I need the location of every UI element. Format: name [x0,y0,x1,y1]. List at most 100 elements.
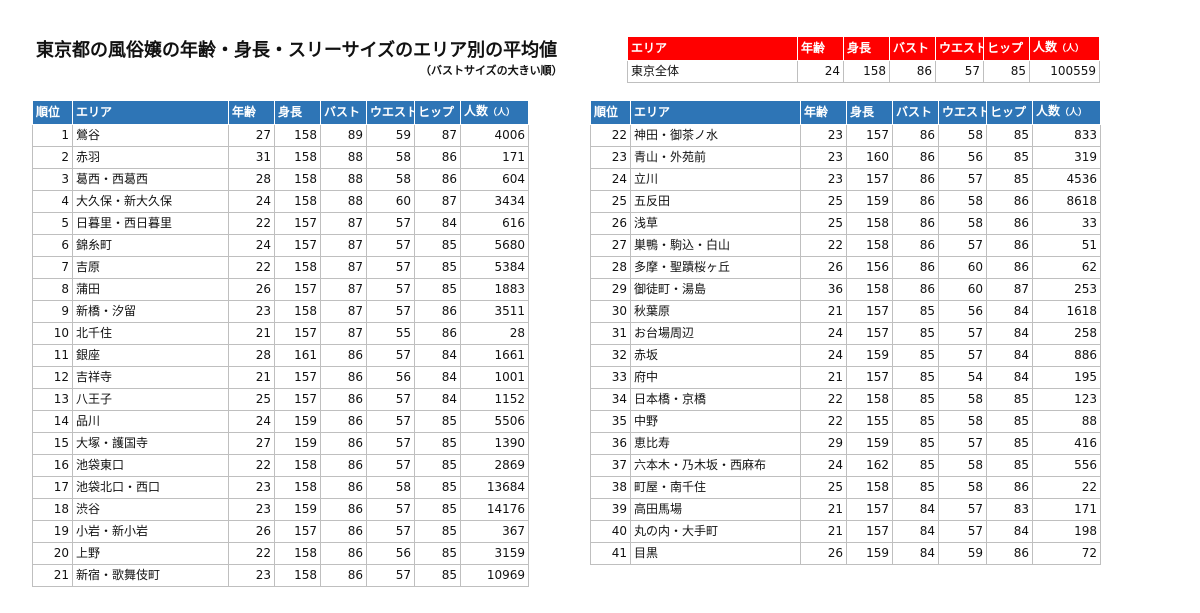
cell-count: 51 [1032,234,1101,257]
cell-bust: 87 [320,234,367,257]
cell-age: 24 [800,454,847,477]
header-count: 人数（人） [460,100,529,125]
cell-bust: 86 [320,564,367,587]
cell-height: 159 [274,498,321,521]
cell-waist: 60 [938,256,987,279]
cell-height: 158 [846,234,893,257]
cell-waist: 56 [938,300,987,323]
cell-waist: 56 [366,542,415,565]
header-rank: 順位 [590,100,631,125]
cell-waist: 58 [938,410,987,433]
cell-area: 八王子 [72,388,229,411]
cell-rank: 24 [590,168,631,191]
header-age: 年齢 [797,36,844,61]
cell-age: 21 [228,366,275,389]
cell-area: 吉原 [72,256,229,279]
cell-height: 158 [846,212,893,235]
cell-hip: 87 [986,278,1033,301]
cell-rank: 2 [32,146,73,169]
cell-area: 恵比寿 [630,432,801,455]
cell-age: 22 [800,234,847,257]
cell-waist: 57 [366,234,415,257]
cell-rank: 22 [590,124,631,147]
cell-rank: 18 [32,498,73,521]
cell-height: 157 [846,322,893,345]
summary-hip: 85 [983,60,1030,83]
cell-count: 5506 [460,410,529,433]
table-row: 8 蒲田 26 157 87 57 85 1883 [32,278,529,301]
cell-hip: 83 [986,498,1033,521]
cell-waist: 58 [938,388,987,411]
summary-table: エリア 年齢 身長 バスト ウエスト ヒップ 人数（人） 東京全体 24 158… [627,36,1100,83]
table-row: 29 御徒町・湯島 36 158 86 60 87 253 [590,278,1101,301]
cell-area: 町屋・南千住 [630,476,801,499]
cell-area: 六本木・乃木坂・西麻布 [630,454,801,477]
cell-waist: 56 [938,146,987,169]
cell-height: 157 [846,124,893,147]
cell-count: 556 [1032,454,1101,477]
cell-hip: 84 [986,520,1033,543]
cell-rank: 3 [32,168,73,191]
cell-age: 26 [800,542,847,565]
cell-hip: 85 [986,146,1033,169]
table-row: 13 八王子 25 157 86 57 84 1152 [32,388,529,411]
cell-age: 23 [228,564,275,587]
cell-rank: 23 [590,146,631,169]
cell-hip: 84 [986,300,1033,323]
cell-count: 72 [1032,542,1101,565]
cell-area: 品川 [72,410,229,433]
cell-rank: 10 [32,322,73,345]
cell-age: 23 [800,124,847,147]
cell-area: 池袋北口・西口 [72,476,229,499]
cell-age: 27 [228,432,275,455]
header-height: 身長 [274,100,321,125]
cell-waist: 56 [366,366,415,389]
table-row: 39 高田馬場 21 157 84 57 83 171 [590,498,1101,521]
cell-age: 22 [228,212,275,235]
cell-area: 高田馬場 [630,498,801,521]
cell-hip: 85 [414,410,461,433]
cell-age: 23 [800,168,847,191]
cell-bust: 86 [892,256,939,279]
cell-waist: 58 [366,476,415,499]
cell-waist: 57 [366,498,415,521]
cell-waist: 57 [938,498,987,521]
cell-waist: 58 [938,190,987,213]
header-rank: 順位 [32,100,73,125]
cell-area: 日本橋・京橋 [630,388,801,411]
cell-waist: 57 [366,520,415,543]
cell-area: お台場周辺 [630,322,801,345]
cell-rank: 11 [32,344,73,367]
cell-hip: 86 [986,212,1033,235]
table-row: 33 府中 21 157 85 54 84 195 [590,366,1101,389]
header-height: 身長 [846,100,893,125]
cell-hip: 85 [986,454,1033,477]
cell-area: 多摩・聖蹟桜ヶ丘 [630,256,801,279]
header-hip: ヒップ [986,100,1033,125]
table-row: 17 池袋北口・西口 23 158 86 58 85 13684 [32,476,529,499]
cell-rank: 35 [590,410,631,433]
table-row: 30 秋葉原 21 157 85 56 84 1618 [590,300,1101,323]
cell-hip: 86 [414,322,461,345]
cell-height: 159 [846,190,893,213]
table-row: 25 五反田 25 159 86 58 86 8618 [590,190,1101,213]
cell-area: 大久保・新大久保 [72,190,229,213]
ranking-table-left: 順位 エリア 年齢 身長 バスト ウエスト ヒップ 人数（人） 1 鶯谷 27 158… [32,100,529,587]
cell-age: 22 [228,542,275,565]
table-row: 19 小岩・新小岩 26 157 86 57 85 367 [32,520,529,543]
cell-age: 24 [228,410,275,433]
cell-area: 新宿・歌舞伎町 [72,564,229,587]
cell-age: 23 [228,300,275,323]
cell-bust: 85 [892,410,939,433]
cell-rank: 30 [590,300,631,323]
cell-count: 13684 [460,476,529,499]
cell-bust: 87 [320,278,367,301]
cell-bust: 85 [892,366,939,389]
cell-count: 3434 [460,190,529,213]
header-hip: ヒップ [414,100,461,125]
cell-age: 25 [800,190,847,213]
cell-hip: 85 [986,124,1033,147]
cell-area: 池袋東口 [72,454,229,477]
table-row: 10 北千住 21 157 87 55 86 28 [32,322,529,345]
cell-area: 目黒 [630,542,801,565]
